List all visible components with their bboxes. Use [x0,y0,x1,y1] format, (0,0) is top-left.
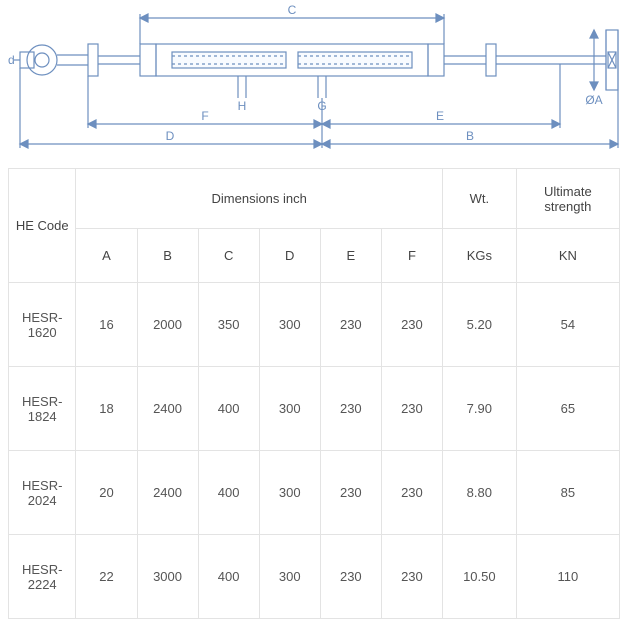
cell-C: 400 [198,535,259,619]
cell-code: HESR-2024 [9,451,76,535]
cell-code: HESR-1824 [9,367,76,451]
cell-kn: 54 [516,283,619,367]
nut-right-outer [486,44,496,76]
cell-A: 16 [76,283,137,367]
table-row: HESR-2024 20 2400 400 300 230 230 8.80 8… [9,451,620,535]
th-wt: Wt. [442,169,516,229]
cell-C: 400 [198,451,259,535]
cell-kn: 110 [516,535,619,619]
th-kn: KN [516,229,619,283]
cell-F: 230 [381,451,442,535]
swage-end [588,30,618,90]
spec-tbody: HESR-1620 16 2000 350 300 230 230 5.20 5… [9,283,620,619]
cell-kn: 65 [516,367,619,451]
eye-end [20,45,88,75]
cell-D: 300 [259,283,320,367]
dim-B: B [322,90,618,148]
dim-label-D: D [166,129,175,143]
turnbuckle-diagram: C d H G F [0,0,642,160]
cell-code: HESR-1620 [9,283,76,367]
cell-E: 230 [320,451,381,535]
cell-D: 300 [259,451,320,535]
dim-label-H: H [238,99,247,113]
dim-D: D [20,68,322,148]
diagram-svg: C d H G F [0,0,642,160]
dim-F: F [88,76,322,128]
cell-F: 230 [381,283,442,367]
cell-B: 2000 [137,283,198,367]
spec-table-wrap: HE Code Dimensions inch Wt. Ultimatestre… [0,160,642,627]
cell-C: 400 [198,367,259,451]
th-D: D [259,229,320,283]
cell-code: HESR-2224 [9,535,76,619]
cell-B: 3000 [137,535,198,619]
dim-H: H [238,76,247,113]
th-C: C [198,229,259,283]
cell-kgs: 5.20 [442,283,516,367]
turnbuckle-body [140,44,444,76]
nut-left-outer [88,44,98,76]
cell-E: 230 [320,367,381,451]
table-row: HESR-1620 16 2000 350 300 230 230 5.20 5… [9,283,620,367]
cell-A: 18 [76,367,137,451]
th-strength: Ultimatestrength [516,169,619,229]
cell-F: 230 [381,535,442,619]
cell-A: 20 [76,451,137,535]
cell-E: 230 [320,535,381,619]
cell-E: 230 [320,283,381,367]
th-B: B [137,229,198,283]
dim-label-d: d [8,53,15,67]
cell-kgs: 7.90 [442,367,516,451]
cell-kgs: 10.50 [442,535,516,619]
dim-label-B: B [466,129,474,143]
dim-C: C [140,3,444,44]
cell-C: 350 [198,283,259,367]
dim-E: E [322,64,560,128]
dim-label-diaA: ØA [585,93,602,107]
spec-table: HE Code Dimensions inch Wt. Ultimatestre… [8,168,620,619]
cell-D: 300 [259,367,320,451]
cell-B: 2400 [137,367,198,451]
cell-kgs: 8.80 [442,451,516,535]
th-code: HE Code [9,169,76,283]
dim-label-E: E [436,109,444,123]
th-E: E [320,229,381,283]
th-A: A [76,229,137,283]
th-dimensions: Dimensions inch [76,169,443,229]
cell-D: 300 [259,535,320,619]
dim-diaA: ØA [585,30,602,107]
table-row: HESR-2224 22 3000 400 300 230 230 10.50 … [9,535,620,619]
table-row: HESR-1824 18 2400 400 300 230 230 7.90 6… [9,367,620,451]
th-F: F [381,229,442,283]
cell-kn: 85 [516,451,619,535]
cell-A: 22 [76,535,137,619]
dim-label-C: C [288,3,297,17]
dim-label-F: F [201,109,208,123]
cell-F: 230 [381,367,442,451]
th-kgs: KGs [442,229,516,283]
cell-B: 2400 [137,451,198,535]
